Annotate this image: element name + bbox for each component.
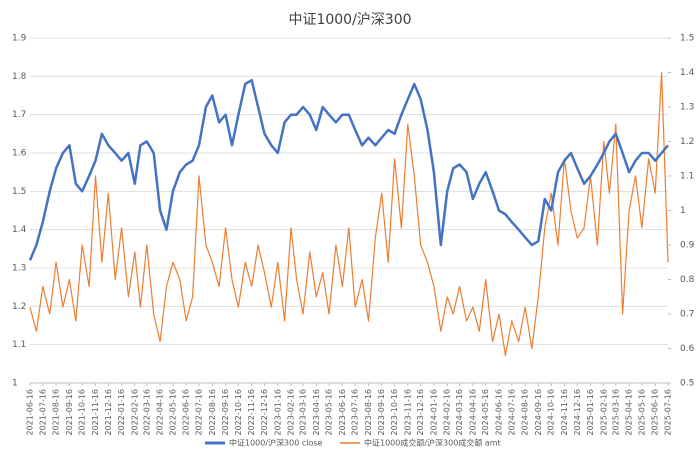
series-line [29,71,669,356]
y-tick-label: 1.9 [12,34,27,44]
x-tick-label: 2021-10-16 [78,389,87,436]
x-tick-label: 2021-12-16 [104,389,113,436]
y2-tick-label: 0.6 [680,344,695,354]
y2-tick-label: 1 [680,206,686,216]
x-tick-label: 2022-09-16 [221,389,230,436]
x-tick-label: 2024-10-16 [547,389,556,436]
x-tick-label: 2024-01-16 [429,389,438,436]
x-tick-label: 2023-07-16 [351,389,360,436]
x-tick-label: 2023-12-16 [416,389,425,436]
x-tick-label: 2022-03-16 [142,389,151,436]
y2-tick-label: 0.7 [680,310,694,320]
x-tick-label: 2024-03-16 [455,389,464,436]
x-tick-label: 2022-04-16 [156,389,165,436]
x-tick-label: 2024-05-16 [481,389,490,436]
x-tick-label: 2024-09-16 [534,389,543,436]
x-tick-label: 2022-07-16 [195,389,204,436]
x-tick-label: 2023-04-16 [312,389,321,436]
y2-tick-label: 0.8 [680,275,695,285]
y-tick-label: 1.2 [12,302,26,312]
y-tick-label: 1.5 [12,187,26,197]
x-tick-label: 2023-03-16 [299,389,308,436]
x-tick-label: 2023-05-16 [325,389,334,436]
y2-tick-label: 1.4 [680,68,695,78]
y-tick-label: 1.3 [12,264,26,274]
x-tick-label: 2025-04-16 [625,389,634,436]
y2-tick-label: 0.5 [680,379,694,389]
x-tick-label: 2024-08-16 [521,389,530,436]
y-tick-label: 1.4 [12,225,27,235]
x-tick-label: 2025-01-16 [586,389,595,436]
series-line [28,78,669,261]
y-tick-label: 1 [12,379,18,389]
x-tick-label: 2021-09-16 [65,389,74,436]
x-tick-label: 2023-10-16 [390,389,399,436]
x-tick-label: 2025-02-16 [599,389,608,436]
y2-tick-label: 1.3 [680,103,694,113]
x-tick-label: 2022-05-16 [168,389,177,436]
x-tick-label: 2022-02-16 [130,389,139,436]
y-tick-label: 1.1 [12,340,26,350]
x-tick-label: 2025-05-16 [637,389,646,436]
y-tick-label: 1.6 [12,149,27,159]
x-tick-label: 2022-10-16 [234,389,243,436]
x-tick-label: 2021-11-16 [91,389,100,436]
x-tick-label: 2023-06-16 [338,389,347,436]
x-tick-label: 2024-06-16 [494,389,503,436]
x-tick-label: 2022-11-16 [247,389,256,436]
x-tick-label: 2021-07-16 [38,389,47,436]
y-tick-label: 1.7 [12,110,26,120]
x-tick-label: 2023-01-16 [273,389,282,436]
x-tick-label: 2022-01-16 [117,389,126,436]
x-tick-label: 2022-06-16 [182,389,191,436]
y-tick-label: 1.8 [12,72,27,82]
y2-tick-label: 1.1 [680,172,694,182]
x-tick-label: 2021-08-16 [52,389,61,436]
x-tick-label: 2023-11-16 [403,389,412,436]
chart-title: 中证1000/沪深300 [288,12,411,28]
y2-tick-label: 0.9 [680,241,695,251]
x-tick-label: 2023-02-16 [287,389,296,436]
x-tick-label: 2025-06-16 [651,389,660,436]
x-tick-label: 2025-07-16 [664,389,673,436]
y2-tick-label: 1.2 [680,137,694,147]
x-tick-label: 2022-08-16 [208,389,217,436]
x-tick-label: 2024-11-16 [560,389,569,436]
x-tick-label: 2024-02-16 [443,389,452,436]
x-tick-label: 2021-06-16 [26,389,35,436]
x-tick-label: 2022-12-16 [260,389,269,436]
x-tick-label: 2024-12-16 [573,389,582,436]
x-tick-label: 2024-07-16 [507,389,516,436]
y2-tick-label: 1.5 [680,34,694,44]
x-tick-label: 2023-08-16 [364,389,373,436]
legend-label: 中证1000/沪深300 close [229,438,323,448]
x-tick-label: 2024-04-16 [468,389,477,436]
legend-label: 中证1000成交额/沪深300成交额 amt [364,438,501,448]
x-tick-label: 2023-09-16 [377,389,386,436]
x-tick-label: 2025-03-16 [611,389,620,436]
